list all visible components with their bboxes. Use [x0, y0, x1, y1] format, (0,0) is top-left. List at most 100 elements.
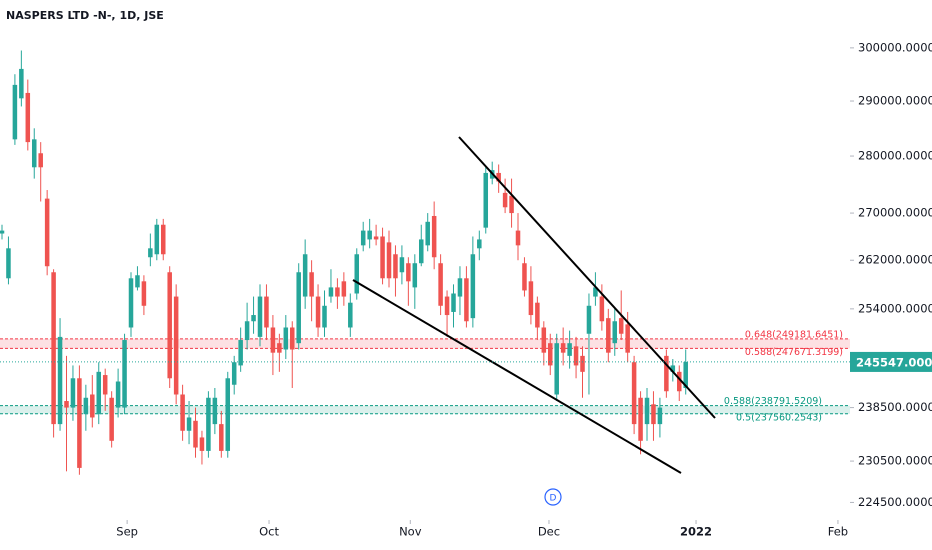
candle-body	[31, 139, 37, 168]
candle-body	[296, 272, 301, 344]
y-tick-label: 254000.0000	[858, 301, 932, 315]
candle-body	[135, 275, 140, 288]
candle-body	[586, 305, 592, 334]
chart-title: NASPERS LTD -N-, 1D, JSE	[6, 9, 164, 22]
candle-body	[548, 343, 553, 366]
candle-body	[444, 296, 450, 316]
candle-body	[354, 254, 360, 294]
candle-body	[193, 420, 198, 448]
candle-body	[625, 324, 630, 353]
candle-body	[83, 397, 89, 415]
candle-body	[19, 68, 24, 99]
candle-body	[651, 404, 656, 425]
candle-body	[244, 321, 250, 341]
candle-body	[683, 361, 688, 388]
candle-body	[51, 272, 56, 425]
candle-body	[425, 221, 430, 246]
candle-body	[483, 172, 489, 228]
candle-body	[206, 397, 211, 451]
y-tick-label: 238500.0000	[858, 400, 932, 414]
candle-body	[670, 365, 676, 372]
candle-body	[431, 215, 437, 258]
fib-label: 0.648(249181.6451)	[745, 329, 843, 340]
candle-body	[128, 278, 134, 328]
candle-body	[406, 263, 411, 282]
candle-body	[470, 254, 476, 319]
candle-body	[496, 172, 501, 182]
candle-body	[186, 417, 192, 431]
candle-body	[109, 397, 114, 441]
candle-body	[12, 84, 18, 140]
trend-line-lower	[352, 279, 682, 474]
fib-band	[0, 338, 850, 349]
y-tick-label: 224500.0000	[858, 495, 932, 509]
candles	[0, 50, 688, 475]
candle-body	[367, 230, 372, 240]
candle-body	[438, 263, 443, 306]
candle-body	[70, 378, 76, 408]
candle-body	[257, 296, 263, 337]
candle-body	[360, 230, 366, 246]
candle-body	[115, 381, 121, 408]
y-tick-label: 310000.0000	[858, 0, 932, 3]
candle-body	[502, 192, 508, 208]
candle-body	[96, 371, 102, 415]
candle-body	[567, 343, 572, 356]
candle-body	[657, 407, 663, 425]
candle-body	[477, 239, 482, 249]
candle-body	[264, 296, 269, 328]
candle-body	[593, 287, 598, 297]
event-marker-label: D	[550, 494, 557, 504]
candle-body	[348, 302, 353, 328]
fib-label: 0.588(238791.5209)	[724, 396, 822, 407]
x-tick-label: 2022	[680, 525, 712, 539]
y-tick-label: 290000.0000	[858, 94, 932, 108]
candle-body	[25, 92, 31, 143]
candle-body	[173, 296, 179, 395]
candle-body	[399, 257, 405, 273]
candle-body	[167, 272, 172, 379]
candle-body	[644, 397, 650, 425]
candle-body	[528, 281, 534, 316]
fib-zones: 0.648(249181.6451) 0.588(247671.3199) 0.58…	[0, 329, 850, 423]
candle-body	[38, 153, 43, 168]
candle-body	[451, 293, 456, 312]
candle-body	[580, 355, 585, 372]
x-tick-label: Oct	[259, 525, 279, 539]
candle-body	[509, 195, 514, 214]
candle-body	[64, 401, 69, 408]
candle-body	[283, 327, 289, 350]
candle-body	[393, 254, 398, 279]
candle-body	[664, 355, 669, 392]
y-tick-label: 270000.0000	[858, 206, 932, 220]
candle-body	[77, 378, 82, 468]
candle-body	[464, 278, 469, 322]
event-marker	[544, 488, 562, 506]
candle-body	[335, 287, 340, 297]
last-price-label: 245547.0000	[856, 355, 932, 369]
candle-body	[270, 327, 276, 353]
y-tick-label: 280000.0000	[858, 149, 932, 163]
candle-body	[535, 302, 540, 328]
candle-body	[154, 224, 160, 255]
candle-body	[677, 371, 682, 392]
candle-body	[160, 224, 166, 255]
candle-body	[541, 327, 547, 353]
candle-body	[522, 263, 527, 291]
y-tick-label: 300000.0000	[858, 40, 932, 54]
candle-body	[57, 336, 63, 425]
candle-body	[238, 340, 243, 366]
candle-body	[148, 248, 153, 258]
candle-body	[219, 424, 224, 451]
candle-body	[412, 263, 418, 288]
candle-body	[289, 327, 295, 350]
candle-body	[199, 437, 205, 451]
candle-body	[373, 236, 379, 240]
candle-body	[554, 343, 559, 395]
candle-body	[6, 248, 11, 279]
candle-body	[560, 343, 566, 353]
candle-body	[322, 305, 327, 328]
candle-body	[122, 340, 127, 408]
